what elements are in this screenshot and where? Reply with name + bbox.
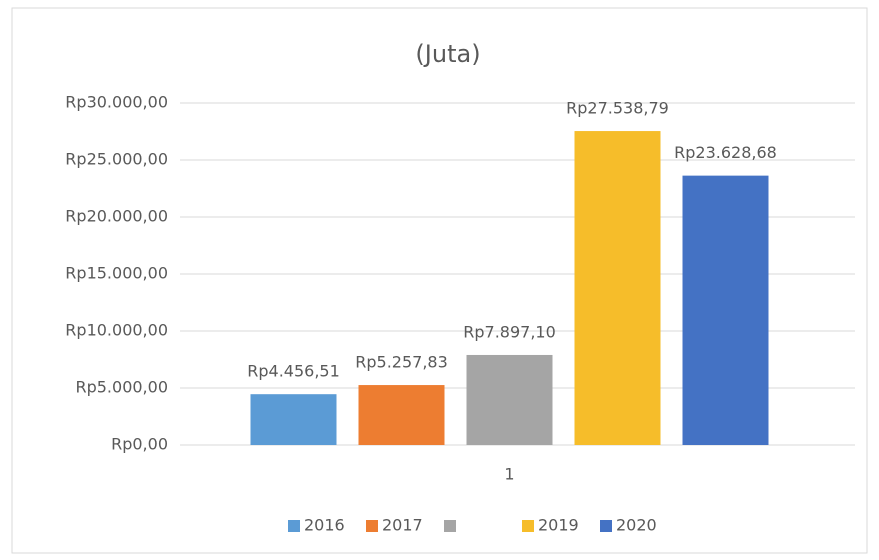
bar (466, 354, 553, 445)
bar (358, 385, 445, 445)
data-label: Rp4.456,51 (247, 362, 340, 381)
y-tick-label: Rp30.000,00 (65, 93, 168, 112)
legend-label: 2017 (382, 516, 423, 535)
y-tick-label: Rp20.000,00 (65, 207, 168, 226)
x-tick-label: 1 (504, 465, 514, 484)
legend-label: 2020 (616, 516, 657, 535)
chart-title: (Juta) (415, 40, 480, 68)
legend-label: 2016 (304, 516, 345, 535)
data-label: Rp7.897,10 (463, 322, 556, 341)
y-tick-label: Rp25.000,00 (65, 150, 168, 169)
legend-label: 2019 (538, 516, 579, 535)
y-tick-label: Rp0,00 (111, 435, 168, 454)
data-label: Rp5.257,83 (355, 353, 448, 372)
y-tick-label: Rp5.000,00 (75, 378, 168, 397)
legend-swatch (366, 520, 378, 532)
bar (682, 175, 769, 445)
legend-swatch (444, 520, 456, 532)
bar (250, 394, 337, 445)
data-label: Rp27.538,79 (566, 99, 669, 118)
y-tick-label: Rp15.000,00 (65, 264, 168, 283)
bar (574, 131, 661, 445)
legend-swatch (522, 520, 534, 532)
data-label: Rp23.628,68 (674, 143, 777, 162)
y-tick-label: Rp10.000,00 (65, 321, 168, 340)
legend-swatch (600, 520, 612, 532)
legend-swatch (288, 520, 300, 532)
